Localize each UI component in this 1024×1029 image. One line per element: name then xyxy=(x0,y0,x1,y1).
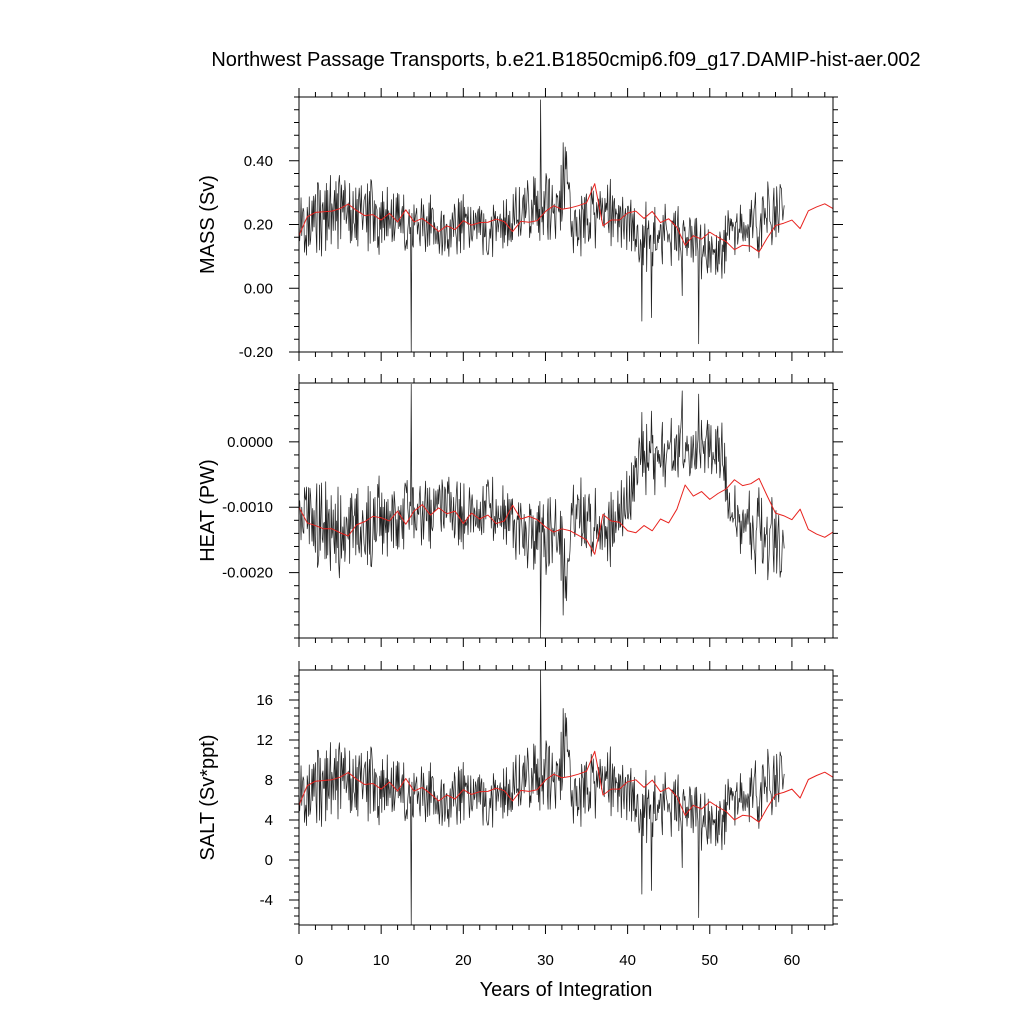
mass-monthly-series-line xyxy=(299,99,785,352)
x-tick-label: 40 xyxy=(619,952,636,969)
mass-plot-frame xyxy=(298,96,834,353)
x-tick-label: 60 xyxy=(784,952,801,969)
panel-salt: -4 0 4 8 12 16 SALT (Sv*ppt) xyxy=(197,661,843,934)
salt-y-tick-label: 16 xyxy=(256,692,273,709)
mass-annual-series-line xyxy=(299,183,833,253)
salt-y-tick-label: -4 xyxy=(260,892,273,909)
chart-title: Northwest Passage Transports, b.e21.B185… xyxy=(211,49,920,71)
mass-y-tick-label: -0.20 xyxy=(239,344,273,361)
salt-y-axis-label: SALT (Sv*ppt) xyxy=(197,735,219,861)
heat-y-tick-label: -0.0020 xyxy=(222,565,273,582)
x-tick-label: 20 xyxy=(455,952,472,969)
x-tick-label: 50 xyxy=(701,952,718,969)
heat-y-axis-label: HEAT (PW) xyxy=(197,459,219,562)
panel-heat: -0.0020 -0.0010 0.0000 HEAT (PW) xyxy=(197,374,843,647)
salt-annual-series-line xyxy=(299,750,833,823)
panel-mass: -0.20 0.00 0.20 0.40 MASS (Sv) xyxy=(197,88,843,361)
salt-monthly-series-line xyxy=(299,670,785,925)
heat-plot-frame xyxy=(298,382,834,639)
mass-y-axis-label: MASS (Sv) xyxy=(197,175,219,274)
salt-y-tick-label: 4 xyxy=(265,812,273,829)
x-tick-label: 10 xyxy=(373,952,390,969)
x-tick-label: 30 xyxy=(537,952,554,969)
heat-y-tick-label: -0.0010 xyxy=(222,499,273,516)
mass-y-tick-label: 0.20 xyxy=(244,217,273,234)
x-axis-label: Years of Integration xyxy=(480,979,653,1001)
mass-y-tick-label: 0.40 xyxy=(244,153,273,170)
salt-y-tick-label: 12 xyxy=(256,732,273,749)
heat-y-tick-label: 0.0000 xyxy=(227,434,273,451)
salt-y-tick-label: 0 xyxy=(265,852,273,869)
salt-plot-frame xyxy=(298,669,834,926)
x-tick-label: 0 xyxy=(295,952,303,969)
salt-y-tick-label: 8 xyxy=(265,772,273,789)
heat-monthly-series-line xyxy=(299,383,785,638)
mass-y-tick-label: 0.00 xyxy=(244,280,273,297)
heat-annual-series-line xyxy=(299,477,833,555)
